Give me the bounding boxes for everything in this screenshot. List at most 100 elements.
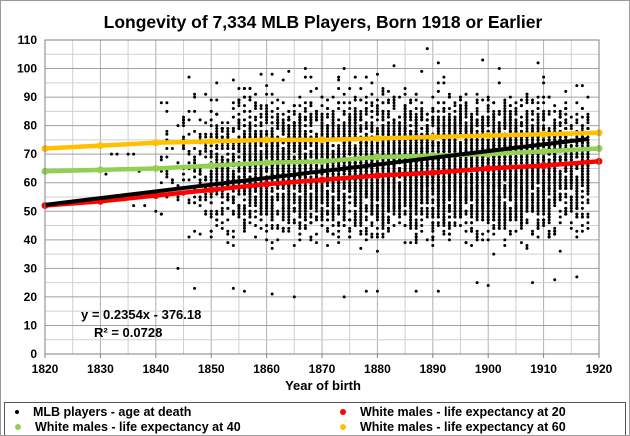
data-point-mlb-player	[314, 201, 318, 205]
data-point-mlb-player	[348, 118, 352, 122]
data-point-mlb-player	[403, 132, 407, 136]
data-point-mlb-player	[381, 186, 385, 190]
data-point-mlb-player	[303, 155, 307, 159]
data-point-mlb-player	[331, 224, 335, 228]
data-point-mlb-player	[326, 184, 330, 188]
data-point-mlb-player	[292, 218, 296, 222]
data-point-mlb-player	[359, 144, 363, 148]
data-point-mlb-player	[459, 224, 462, 228]
data-point-mlb-player	[392, 101, 396, 105]
data-point-mlb-player	[270, 166, 274, 170]
data-point-mlb-player	[231, 189, 235, 193]
data-point-mlb-player	[281, 215, 285, 219]
data-point-mlb-player	[270, 132, 274, 136]
data-point-mlb-player	[364, 209, 368, 213]
data-point-mlb-player	[442, 178, 446, 182]
data-point-mlb-player	[287, 189, 291, 193]
data-point-mlb-player	[414, 132, 418, 136]
data-point-mlb-player	[453, 146, 457, 150]
data-point-mlb-player	[481, 98, 485, 102]
data-point-mlb-player	[314, 192, 318, 196]
data-point-mlb-player	[298, 112, 302, 116]
data-point-mlb-player	[326, 149, 330, 153]
data-point-mlb-player	[314, 175, 318, 179]
data-point-mlb-player	[231, 286, 235, 290]
data-point-mlb-player	[447, 149, 451, 153]
data-point-mlb-player	[248, 189, 252, 193]
data-point-mlb-player	[276, 121, 280, 125]
data-point-mlb-player	[370, 235, 374, 239]
data-point-mlb-player	[337, 87, 341, 91]
data-point-mlb-player	[220, 212, 224, 216]
data-point-mlb-player	[370, 149, 374, 153]
data-point-mlb-player	[414, 124, 418, 128]
data-point-mlb-player	[281, 124, 285, 128]
data-point-mlb-player	[442, 215, 446, 219]
data-point-mlb-player	[193, 95, 197, 99]
data-point-mlb-player	[403, 166, 407, 170]
data-point-mlb-player	[281, 121, 285, 125]
data-point-mlb-player	[414, 186, 418, 190]
data-point-mlb-player	[292, 221, 296, 225]
data-point-mlb-player	[303, 129, 307, 133]
data-point-mlb-player	[276, 112, 280, 116]
data-point-mlb-player	[364, 206, 368, 210]
data-point-mlb-player	[337, 186, 341, 190]
data-point-mlb-player	[420, 181, 424, 185]
data-point-mlb-player	[320, 121, 324, 125]
data-point-mlb-player	[442, 121, 446, 125]
data-point-mlb-player	[420, 109, 424, 113]
data-point-mlb-player	[359, 192, 363, 196]
data-point-mlb-player	[220, 169, 224, 173]
data-point-mlb-player	[198, 132, 202, 136]
data-point-mlb-player	[209, 178, 213, 182]
data-point-mlb-player	[398, 129, 402, 133]
data-point-mlb-player	[398, 141, 402, 145]
data-point-mlb-player	[436, 115, 440, 119]
data-point-mlb-player	[398, 195, 402, 199]
data-point-mlb-player	[353, 112, 357, 116]
data-point-mlb-player	[453, 221, 457, 225]
data-point-mlb-player	[409, 115, 413, 119]
data-point-mlb-player	[409, 129, 413, 133]
data-point-mlb-player	[287, 198, 291, 202]
data-point-mlb-player	[381, 166, 385, 170]
data-point-mlb-player	[386, 189, 390, 193]
data-point-mlb-player	[375, 215, 379, 219]
data-point-mlb-player	[398, 95, 402, 99]
data-point-mlb-player	[226, 198, 230, 202]
data-point-mlb-player	[265, 224, 269, 228]
data-point-mlb-player	[248, 155, 252, 159]
data-point-mlb-player	[409, 201, 413, 205]
data-point-mlb-player	[198, 172, 202, 176]
data-point-mlb-player	[287, 69, 291, 73]
data-point-mlb-player	[414, 149, 418, 153]
data-point-mlb-player	[386, 115, 390, 119]
data-point-mlb-player	[303, 124, 307, 128]
data-point-mlb-player	[320, 146, 324, 150]
data-point-mlb-player	[303, 226, 307, 230]
data-point-mlb-player	[298, 204, 302, 208]
data-point-mlb-player	[265, 212, 269, 216]
data-point-mlb-player	[287, 169, 291, 173]
data-point-mlb-player	[453, 115, 457, 119]
data-point-mlb-player	[287, 186, 291, 190]
data-point-mlb-player	[364, 178, 368, 182]
data-point-mlb-player	[303, 166, 307, 170]
data-point-mlb-player	[215, 112, 219, 116]
data-point-mlb-player	[276, 169, 280, 173]
data-point-mlb-player	[348, 161, 352, 165]
data-point-mlb-player	[237, 169, 241, 173]
data-point-mlb-player	[370, 115, 374, 119]
data-point-mlb-player	[348, 169, 352, 173]
data-point-mlb-player	[447, 141, 451, 145]
data-point-mlb-player	[353, 172, 357, 176]
data-point-mlb-player	[392, 144, 396, 148]
data-point-mlb-player	[320, 212, 324, 216]
data-point-mlb-player	[326, 146, 330, 150]
data-point-mlb-player	[259, 155, 263, 159]
data-point-mlb-player	[248, 198, 252, 202]
data-point-mlb-player	[337, 149, 341, 153]
data-point-mlb-player	[337, 221, 341, 225]
data-point-mlb-player	[231, 126, 235, 130]
